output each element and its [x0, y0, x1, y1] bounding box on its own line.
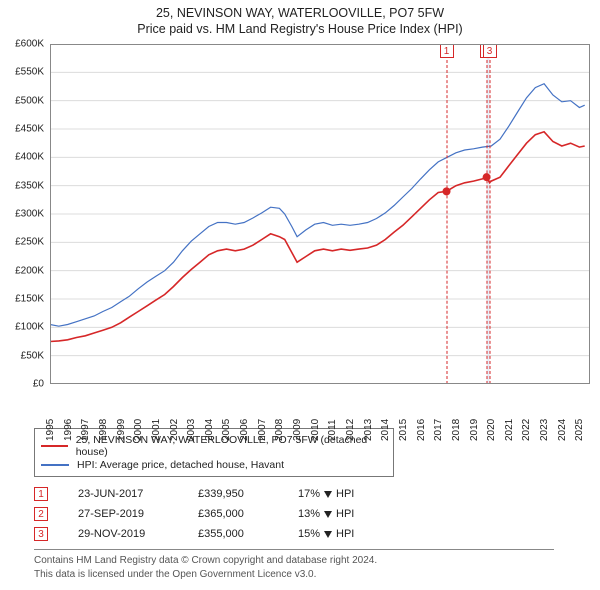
y-tick-label: £500K — [15, 95, 44, 106]
y-tick-label: £50K — [21, 350, 44, 361]
plot-overlay: 123 — [50, 44, 590, 384]
x-tick-label: 2014 — [380, 419, 391, 441]
x-tick-label: 2015 — [398, 419, 409, 441]
arrow-down-icon — [324, 491, 332, 498]
event-line — [489, 60, 490, 384]
event-marker: 3 — [483, 44, 497, 58]
footnote-line-1: Contains HM Land Registry data © Crown c… — [34, 554, 554, 568]
x-tick-label: 1995 — [45, 419, 56, 441]
x-tick-label: 2023 — [539, 419, 550, 441]
x-tick-label: 1999 — [116, 419, 127, 441]
sale-hpi-diff: 13%HPI — [298, 508, 388, 520]
x-tick-label: 2008 — [274, 419, 285, 441]
chart-titles: 25, NEVINSON WAY, WATERLOOVILLE, PO7 5FW… — [0, 0, 600, 36]
y-tick-label: £350K — [15, 180, 44, 191]
x-tick-label: 2006 — [239, 419, 250, 441]
x-tick-label: 2025 — [574, 419, 585, 441]
x-tick-label: 1997 — [80, 419, 91, 441]
footnote-line-2: This data is licensed under the Open Gov… — [34, 568, 554, 582]
y-tick-label: £100K — [15, 322, 44, 333]
x-tick-label: 2000 — [133, 419, 144, 441]
x-tick-label: 2013 — [363, 419, 374, 441]
x-tick-label: 2016 — [416, 419, 427, 441]
sale-row: 3 29-NOV-2019 £355,000 15%HPI — [34, 527, 600, 541]
sale-row: 1 23-JUN-2017 £339,950 17%HPI — [34, 487, 600, 501]
arrow-down-icon — [324, 511, 332, 518]
sale-price: £355,000 — [198, 528, 268, 540]
x-tick-label: 2010 — [310, 419, 321, 441]
legend-label: HPI: Average price, detached house, Hava… — [77, 459, 284, 471]
y-tick-label: £600K — [15, 39, 44, 50]
event-line — [486, 60, 487, 384]
y-tick-label: £550K — [15, 67, 44, 78]
sale-price: £365,000 — [198, 508, 268, 520]
y-tick-label: £0 — [33, 379, 44, 390]
event-marker: 1 — [440, 44, 454, 58]
arrow-down-icon — [324, 531, 332, 538]
x-tick-label: 2012 — [345, 419, 356, 441]
sales-table: 1 23-JUN-2017 £339,950 17%HPI 2 27-SEP-2019 £3… — [34, 487, 600, 541]
sale-hpi-diff: 15%HPI — [298, 528, 388, 540]
x-tick-label: 2009 — [292, 419, 303, 441]
x-tick-label: 2005 — [221, 419, 232, 441]
footnote: Contains HM Land Registry data © Crown c… — [34, 549, 554, 581]
x-tick-label: 2019 — [469, 419, 480, 441]
sale-hpi-diff: 17%HPI — [298, 488, 388, 500]
sale-date: 29-NOV-2019 — [78, 528, 168, 540]
x-tick-label: 2024 — [557, 419, 568, 441]
legend-swatch — [41, 464, 69, 466]
x-tick-label: 2021 — [504, 419, 515, 441]
y-tick-label: £250K — [15, 237, 44, 248]
chart-area: £0£50K£100K£150K£200K£250K£300K£350K£400… — [50, 44, 590, 384]
y-tick-label: £300K — [15, 209, 44, 220]
x-tick-label: 2018 — [451, 419, 462, 441]
sale-price: £339,950 — [198, 488, 268, 500]
sale-number-badge: 1 — [34, 487, 48, 501]
x-tick-label: 2004 — [204, 419, 215, 441]
sale-number-badge: 2 — [34, 507, 48, 521]
x-tick-label: 2007 — [257, 419, 268, 441]
sale-number-badge: 3 — [34, 527, 48, 541]
x-tick-label: 2002 — [169, 419, 180, 441]
sale-row: 2 27-SEP-2019 £365,000 13%HPI — [34, 507, 600, 521]
chart-subtitle: Price paid vs. HM Land Registry's House … — [0, 22, 600, 36]
x-tick-label: 2020 — [486, 419, 497, 441]
y-axis: £0£50K£100K£150K£200K£250K£300K£350K£400… — [0, 44, 46, 384]
sale-date: 23-JUN-2017 — [78, 488, 168, 500]
x-tick-label: 2017 — [433, 419, 444, 441]
y-tick-label: £400K — [15, 152, 44, 163]
sale-date: 27-SEP-2019 — [78, 508, 168, 520]
legend-item: HPI: Average price, detached house, Hava… — [41, 459, 387, 471]
x-tick-label: 2022 — [521, 419, 532, 441]
x-tick-label: 2003 — [186, 419, 197, 441]
x-tick-label: 2011 — [327, 419, 338, 441]
event-line — [446, 60, 447, 384]
x-tick-label: 2001 — [151, 419, 162, 441]
legend-swatch — [41, 445, 68, 447]
y-tick-label: £450K — [15, 124, 44, 135]
chart-title: 25, NEVINSON WAY, WATERLOOVILLE, PO7 5FW — [0, 6, 600, 20]
y-tick-label: £150K — [15, 294, 44, 305]
y-tick-label: £200K — [15, 265, 44, 276]
x-tick-label: 1998 — [98, 419, 109, 441]
x-tick-label: 1996 — [63, 419, 74, 441]
x-axis: 1995199619971998199920002001200220032004… — [50, 384, 590, 422]
